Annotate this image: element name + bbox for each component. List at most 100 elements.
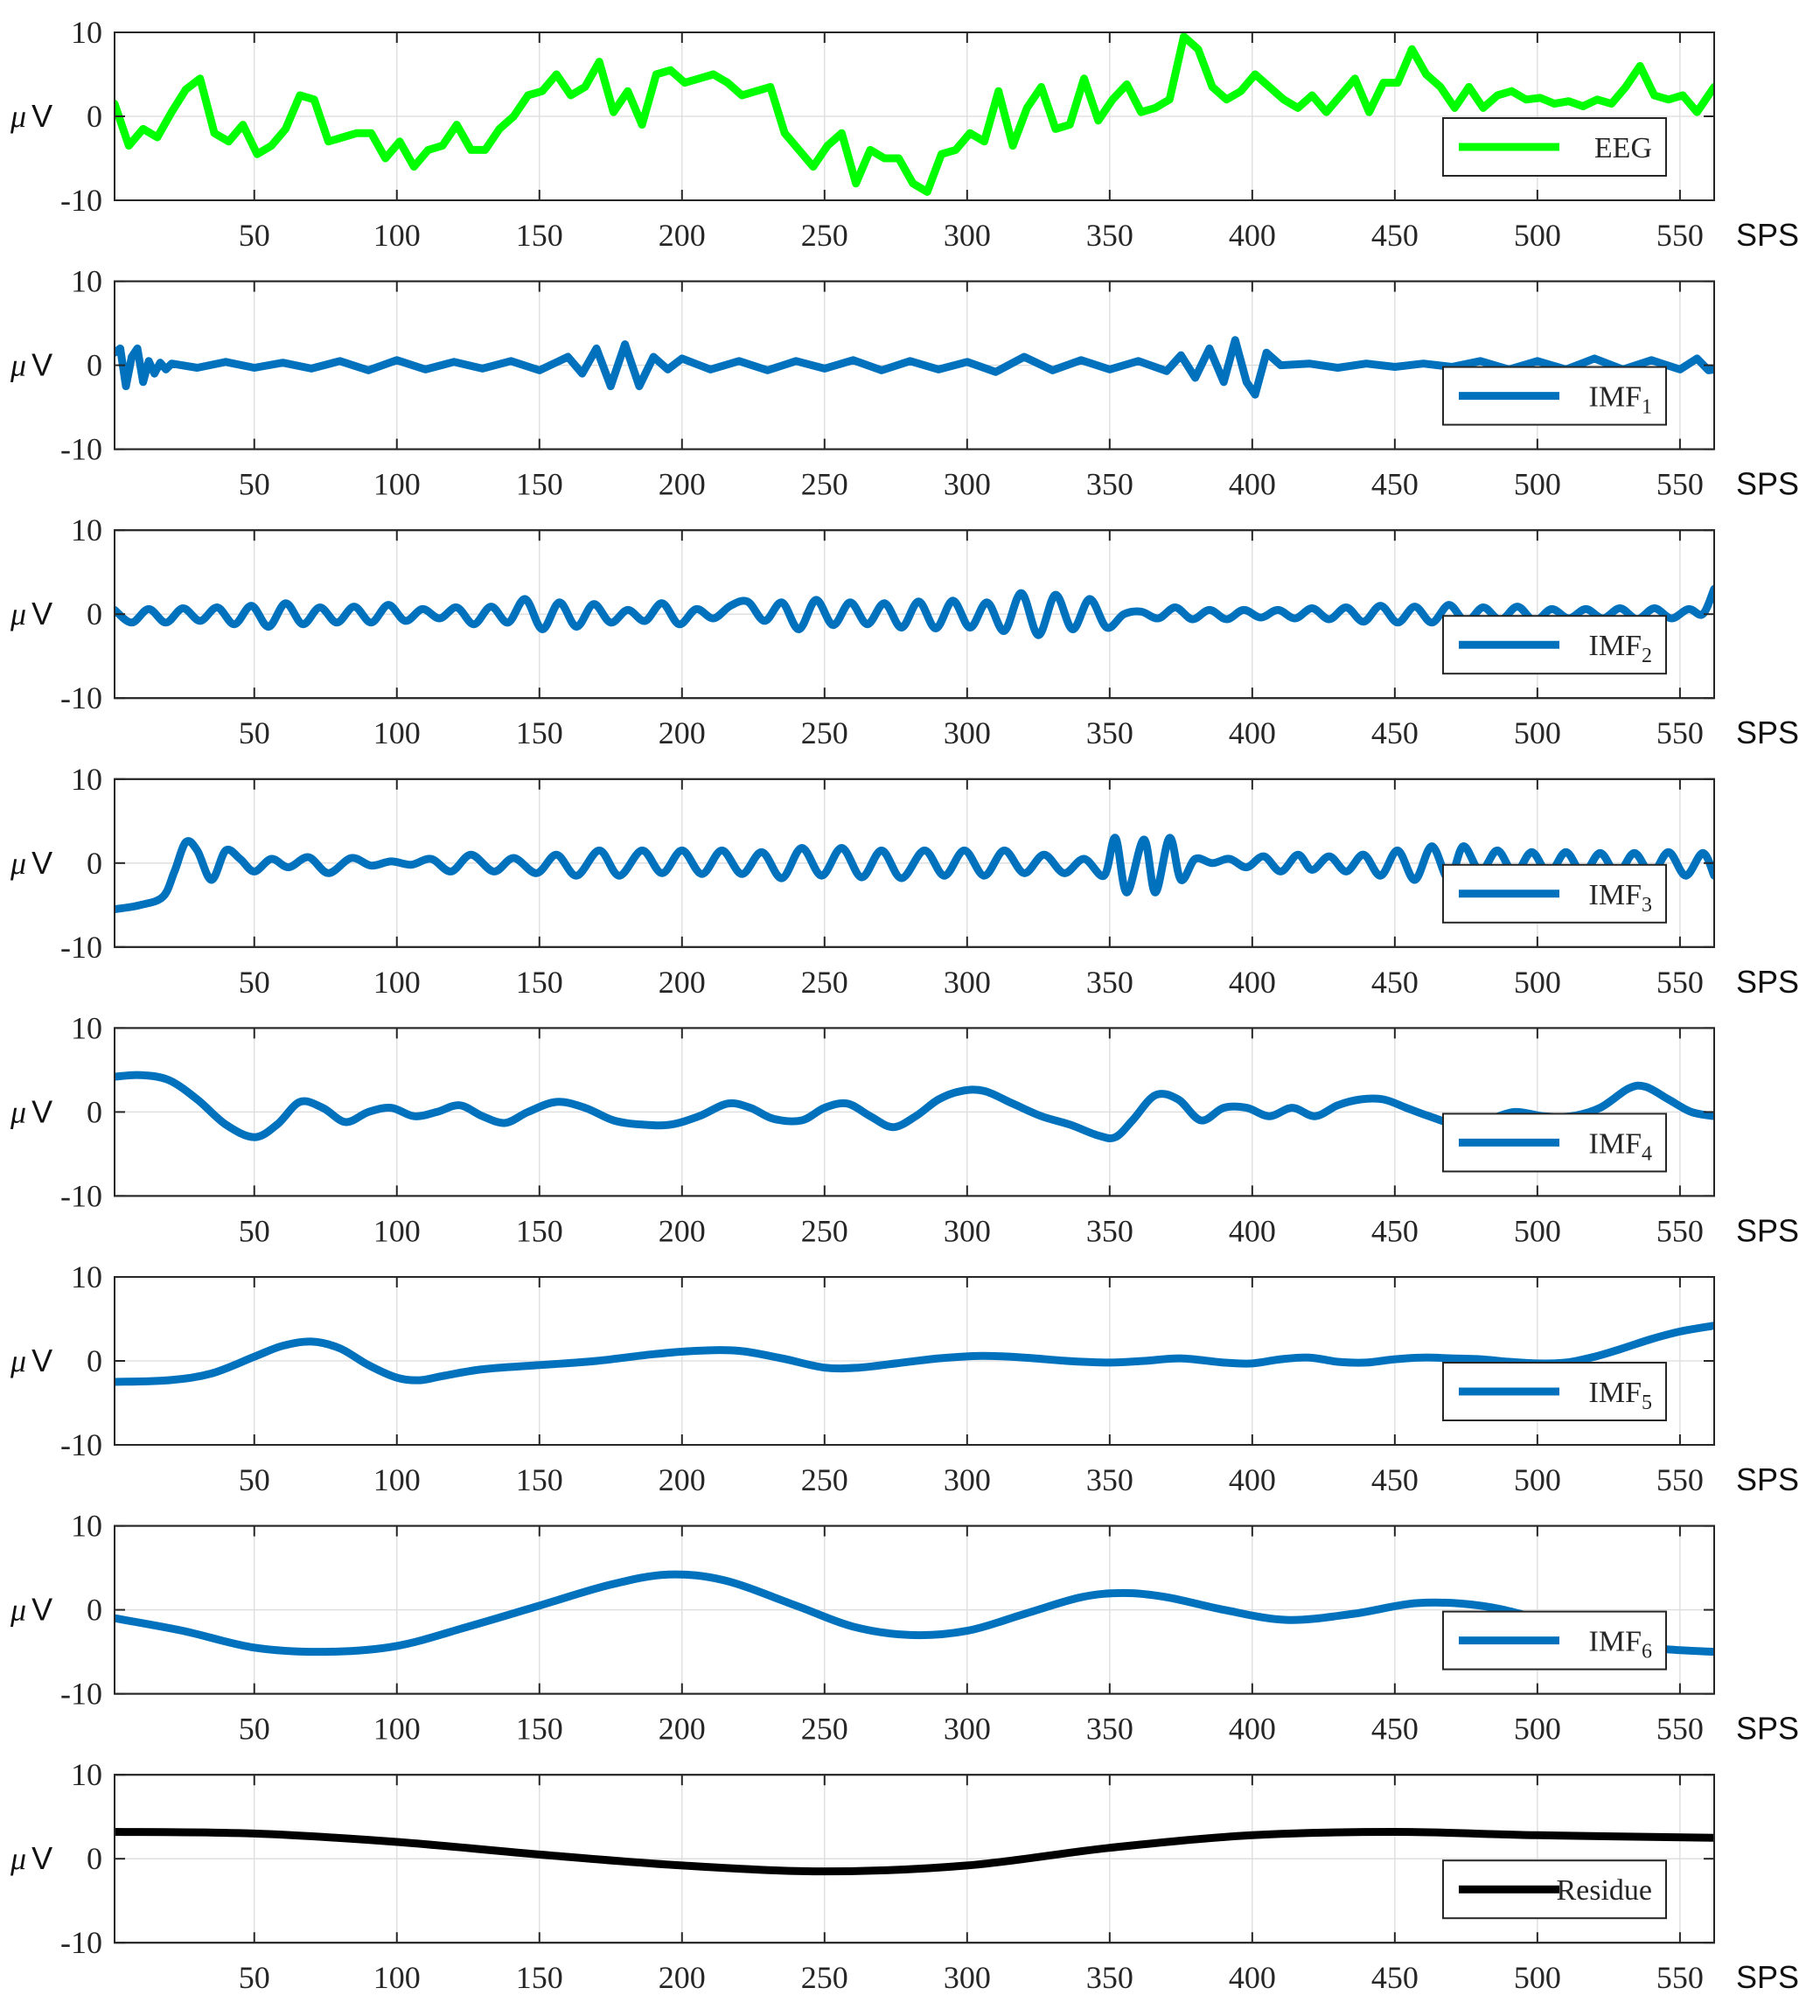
- x-tick-label: 100: [373, 1712, 421, 1747]
- x-tick-label: 300: [944, 1462, 991, 1497]
- x-tick-label: 200: [659, 1712, 706, 1747]
- x-axis-unit-label: SPS: [1736, 964, 1799, 1000]
- x-tick-label: 350: [1086, 218, 1133, 253]
- x-tick-label: 500: [1514, 1462, 1561, 1497]
- y-tick-label: 10: [71, 1010, 102, 1045]
- x-tick-label: 200: [659, 1960, 706, 1995]
- y-tick-label: 10: [71, 1259, 102, 1294]
- y-tick-label: 10: [71, 264, 102, 299]
- y-axis-label-mu: μ: [10, 1094, 26, 1129]
- y-axis-label-mu: μ: [10, 348, 26, 383]
- legend-label: Residue: [1556, 1874, 1652, 1907]
- legend-label-text: IMF: [1589, 630, 1642, 662]
- legend-label: IMF2: [1589, 630, 1652, 667]
- y-tick-label: 10: [71, 762, 102, 797]
- x-tick-label: 200: [659, 218, 706, 253]
- x-tick-label: 450: [1371, 965, 1419, 1000]
- subplot-imf2: 50 100 150 200 250 300 350 400 450 500 550100-10SP…: [10, 513, 1799, 750]
- x-tick-label: 300: [944, 1712, 991, 1747]
- y-axis-label-mu: μ: [10, 596, 26, 631]
- x-tick-label: 350: [1086, 1213, 1133, 1248]
- legend-label: IMF6: [1589, 1626, 1652, 1664]
- y-axis-label-mu: μ: [10, 1593, 26, 1628]
- legend-label-text: IMF: [1589, 1626, 1642, 1658]
- x-tick-label: 450: [1371, 218, 1419, 253]
- subplot-imf1: 50 100 150 200 250 300 350 400 450 500 550100-10SP…: [10, 264, 1799, 502]
- x-tick-label: 500: [1514, 715, 1561, 750]
- x-tick-label: 550: [1656, 715, 1704, 750]
- x-tick-label: 450: [1371, 1712, 1419, 1747]
- legend-label: EEG: [1594, 132, 1652, 164]
- legend-label: IMF5: [1589, 1377, 1652, 1414]
- series-line-imf5: [115, 1322, 1714, 1386]
- y-tick-label: 0: [87, 1343, 102, 1378]
- y-tick-label: 0: [87, 1094, 102, 1129]
- x-tick-label: 150: [516, 965, 563, 1000]
- x-tick-label: 550: [1656, 218, 1704, 253]
- legend-label-text: EEG: [1594, 132, 1652, 164]
- y-tick-label: 0: [87, 846, 102, 881]
- y-tick-label: 0: [87, 1841, 102, 1876]
- y-axis-label-v: V: [31, 347, 52, 383]
- x-axis-unit-label: SPS: [1736, 1461, 1799, 1497]
- legend-label: IMF3: [1589, 879, 1652, 917]
- legend-label-text: IMF: [1589, 381, 1642, 414]
- x-axis-unit-label: SPS: [1736, 1711, 1799, 1747]
- y-axis-label-v: V: [31, 1343, 52, 1378]
- x-tick-label: 250: [801, 218, 848, 253]
- x-tick-label: 350: [1086, 1462, 1133, 1497]
- x-tick-label: 400: [1229, 965, 1276, 1000]
- x-tick-label: 100: [373, 218, 421, 253]
- x-tick-label: 50: [239, 218, 270, 253]
- legend-label-text: IMF: [1589, 1377, 1642, 1409]
- x-tick-label: 50: [239, 715, 270, 750]
- legend-imf2: IMF2: [1442, 615, 1667, 675]
- x-tick-label: 400: [1229, 218, 1276, 253]
- x-tick-label: 150: [516, 218, 563, 253]
- legend-imf3: IMF3: [1442, 863, 1667, 924]
- x-tick-label: 50: [239, 1462, 270, 1497]
- x-tick-label: 550: [1656, 1462, 1704, 1497]
- x-tick-label: 100: [373, 467, 421, 502]
- legend-residue: Residue: [1442, 1859, 1667, 1920]
- x-tick-label: 500: [1514, 1712, 1561, 1747]
- x-tick-label: 550: [1656, 1213, 1704, 1248]
- x-tick-label: 100: [373, 965, 421, 1000]
- x-tick-label: 200: [659, 1462, 706, 1497]
- x-tick-label: 150: [516, 1712, 563, 1747]
- x-tick-label: 500: [1514, 1213, 1561, 1248]
- y-axis-label-v: V: [31, 1592, 52, 1628]
- x-tick-label: 350: [1086, 467, 1133, 502]
- legend-label-subscript: 6: [1642, 1641, 1652, 1664]
- y-tick-label: 10: [71, 513, 102, 548]
- y-tick-label: 0: [87, 1593, 102, 1628]
- x-tick-label: 400: [1229, 1213, 1276, 1248]
- x-tick-label: 150: [516, 467, 563, 502]
- x-tick-label: 550: [1656, 965, 1704, 1000]
- x-tick-label: 100: [373, 1960, 421, 1995]
- subplot-imf5: 50 100 150 200 250 300 350 400 450 500 550100-10SP…: [10, 1259, 1799, 1497]
- x-axis-unit-label: SPS: [1736, 1212, 1799, 1248]
- y-tick-label: -10: [60, 1427, 102, 1462]
- x-tick-label: 450: [1371, 1213, 1419, 1248]
- series-line-imf1: [115, 336, 1714, 399]
- y-tick-label: 0: [87, 99, 102, 134]
- x-tick-label: 400: [1229, 1462, 1276, 1497]
- x-tick-label: 500: [1514, 467, 1561, 502]
- x-tick-label: 50: [239, 965, 270, 1000]
- x-tick-label: 300: [944, 467, 991, 502]
- subplot-imf3: 50 100 150 200 250 300 350 400 450 500 550100-10SP…: [10, 762, 1799, 1000]
- y-axis-label-mu: μ: [10, 846, 26, 881]
- y-axis-label-v: V: [31, 596, 52, 631]
- x-tick-label: 250: [801, 1462, 848, 1497]
- y-tick-label: -10: [60, 432, 102, 467]
- x-tick-label: 150: [516, 715, 563, 750]
- x-tick-label: 200: [659, 715, 706, 750]
- x-tick-label: 150: [516, 1213, 563, 1248]
- y-tick-label: -10: [60, 1178, 102, 1213]
- y-tick-label: 0: [87, 596, 102, 631]
- x-tick-label: 550: [1656, 1712, 1704, 1747]
